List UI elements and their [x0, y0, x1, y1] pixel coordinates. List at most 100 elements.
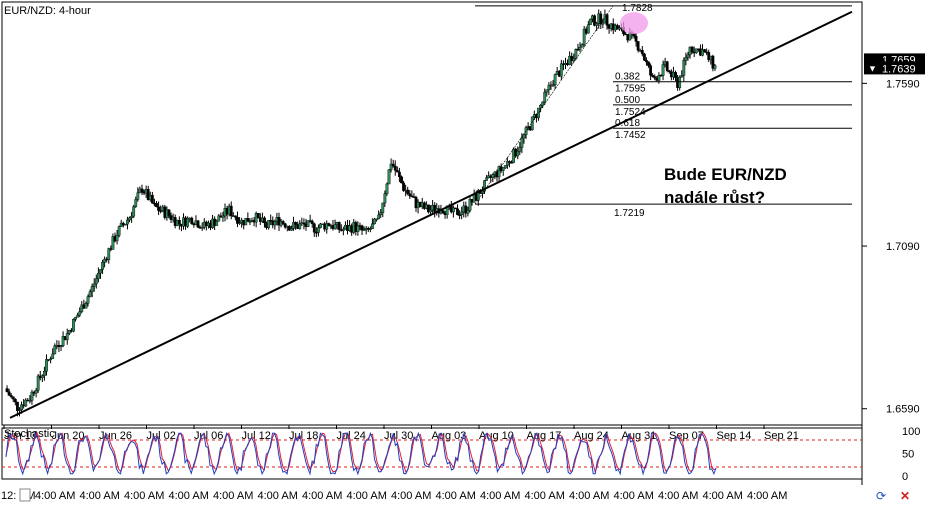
candle	[661, 64, 665, 76]
candle	[103, 258, 107, 263]
candle	[196, 220, 200, 228]
candle	[314, 231, 318, 234]
candle	[445, 205, 449, 215]
candle	[236, 217, 239, 224]
candle	[678, 76, 682, 88]
candle	[34, 390, 38, 394]
candle	[659, 75, 663, 77]
refresh-icon[interactable]: ⟳	[876, 489, 887, 503]
candle	[234, 215, 237, 218]
candle	[580, 44, 584, 48]
candle	[123, 223, 127, 226]
candle	[67, 329, 71, 334]
title-bg	[3, 3, 99, 17]
candle	[694, 48, 698, 54]
stochastic-main-line	[5, 431, 717, 476]
candle	[381, 202, 385, 213]
subwindow-time-label: 4:00 AM	[169, 490, 209, 502]
candle	[601, 22, 605, 25]
candle	[379, 212, 383, 216]
candle	[589, 18, 592, 25]
chart-title: EUR/NZD: 4-hour	[4, 5, 91, 17]
candle	[61, 336, 65, 347]
candle	[28, 400, 32, 402]
candle	[572, 58, 576, 61]
candle	[51, 353, 55, 360]
candle	[713, 65, 717, 69]
candle	[40, 375, 44, 378]
candle	[9, 395, 13, 398]
candle	[460, 211, 464, 216]
time-tick-label: Jul 02	[147, 430, 176, 442]
candle	[30, 391, 34, 401]
candle	[400, 176, 403, 184]
candle	[283, 223, 287, 228]
candle	[362, 229, 366, 231]
candle	[686, 54, 690, 58]
candle	[690, 46, 694, 53]
candle	[653, 76, 657, 79]
candle	[398, 171, 401, 177]
candle	[520, 137, 524, 148]
candle	[586, 24, 590, 34]
candle	[78, 311, 82, 316]
candle	[649, 65, 653, 76]
subwindow-time-label: 12:	[1, 490, 16, 502]
candle	[302, 222, 306, 225]
candle	[645, 60, 648, 63]
candle	[551, 84, 555, 87]
fib-low-label: 1.7219	[614, 208, 645, 219]
candle	[703, 49, 706, 53]
candle	[88, 291, 92, 297]
candle	[186, 218, 190, 227]
candle	[518, 147, 522, 152]
candle	[126, 219, 129, 225]
candle	[356, 225, 360, 232]
candle	[503, 165, 507, 169]
fib-value-label: 1.7595	[615, 84, 646, 95]
candle	[578, 46, 582, 50]
candle	[76, 314, 80, 318]
price-tick-label: 1.7090	[886, 241, 920, 253]
candle	[391, 163, 395, 167]
candle	[501, 167, 505, 171]
candle	[287, 225, 291, 231]
candle	[150, 195, 154, 204]
candle	[665, 61, 669, 71]
candle	[574, 49, 578, 59]
candle	[319, 223, 322, 228]
candle	[427, 204, 430, 213]
candle	[159, 210, 163, 212]
candle	[711, 55, 715, 69]
candle	[130, 215, 133, 219]
candle	[177, 220, 181, 225]
candle	[312, 223, 316, 233]
candle	[684, 57, 688, 61]
candle	[16, 401, 19, 411]
candle	[155, 203, 158, 208]
subwindow-time-label: 4:00 AM	[569, 490, 609, 502]
price-tick-label: 1.6590	[886, 404, 920, 416]
candle	[43, 371, 46, 376]
candle	[385, 183, 389, 194]
candle	[238, 222, 241, 224]
subwindow-time-label: 4:00 AM	[480, 490, 520, 502]
candle	[468, 199, 472, 211]
candle	[454, 207, 457, 210]
current-price-bg	[864, 61, 925, 75]
fib-ratio-label: 0.618	[615, 118, 640, 129]
candle	[134, 199, 138, 207]
candle	[547, 85, 551, 90]
candle	[408, 193, 412, 197]
candle	[273, 221, 277, 226]
candle	[281, 221, 285, 224]
candle	[530, 116, 534, 131]
close-icon[interactable]: ✕	[900, 489, 911, 503]
candle	[74, 317, 77, 320]
candle	[128, 217, 131, 221]
candle	[545, 89, 549, 93]
candle	[59, 345, 63, 348]
candle	[294, 222, 298, 225]
